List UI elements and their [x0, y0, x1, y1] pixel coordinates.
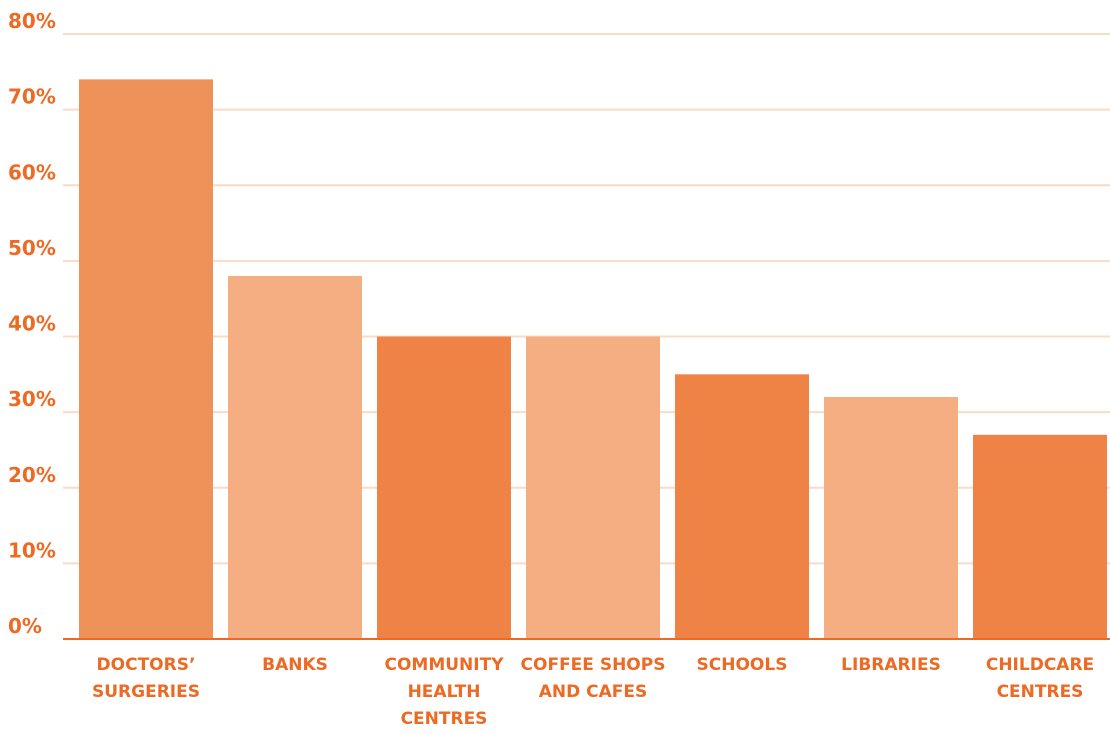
- category-label-line: COMMUNITY: [384, 655, 504, 675]
- y-tick-label: 20%: [8, 463, 56, 487]
- category-label: SCHOOLS: [697, 655, 788, 675]
- bar: [675, 374, 809, 639]
- bar: [526, 336, 660, 639]
- category-label-line: DOCTORS’: [97, 655, 196, 675]
- category-label-line: LIBRARIES: [841, 655, 941, 675]
- category-label: CHILDCARE CENTRES: [986, 655, 1094, 702]
- category-label: LIBRARIES: [841, 655, 941, 675]
- y-tick-label: 50%: [8, 236, 56, 260]
- bar: [824, 397, 958, 639]
- y-tick-label: 30%: [8, 387, 56, 411]
- y-tick-label: 70%: [8, 85, 56, 109]
- category-label: DOCTORS’ SURGERIES: [92, 655, 200, 702]
- y-tick-label: 60%: [8, 160, 56, 184]
- category-label-line: CHILDCARE: [986, 655, 1094, 675]
- category-label: COMMUNITY HEALTH CENTRES: [384, 655, 504, 729]
- y-tick-label: 40%: [8, 312, 56, 336]
- category-labels: DOCTORS’ SURGERIES BANKS COMMUNITY HEALTH CEN…: [92, 655, 1094, 729]
- category-label: BANKS: [262, 655, 328, 675]
- bar: [973, 434, 1107, 639]
- category-label-line: COFFEE SHOPS: [521, 655, 666, 675]
- category-label-line: CENTRES: [997, 682, 1084, 702]
- y-tick-label: 0%: [8, 614, 42, 638]
- category-label-line: AND CAFES: [539, 682, 648, 702]
- bar: [228, 276, 362, 639]
- category-label-line: HEALTH: [408, 682, 481, 702]
- category-label-line: SURGERIES: [92, 682, 200, 702]
- category-label: COFFEE SHOPS AND CAFES: [521, 655, 666, 702]
- bar: [79, 79, 213, 639]
- y-tick-label: 80%: [8, 9, 56, 33]
- bar: [377, 336, 511, 639]
- y-tick-label: 10%: [8, 538, 56, 562]
- category-label-line: CENTRES: [401, 709, 488, 729]
- category-label-line: SCHOOLS: [697, 655, 788, 675]
- bars: [79, 79, 1107, 639]
- y-tick-labels: 0% 10% 20% 30% 40% 50% 60% 70% 80%: [8, 9, 56, 638]
- category-label-line: BANKS: [262, 655, 328, 675]
